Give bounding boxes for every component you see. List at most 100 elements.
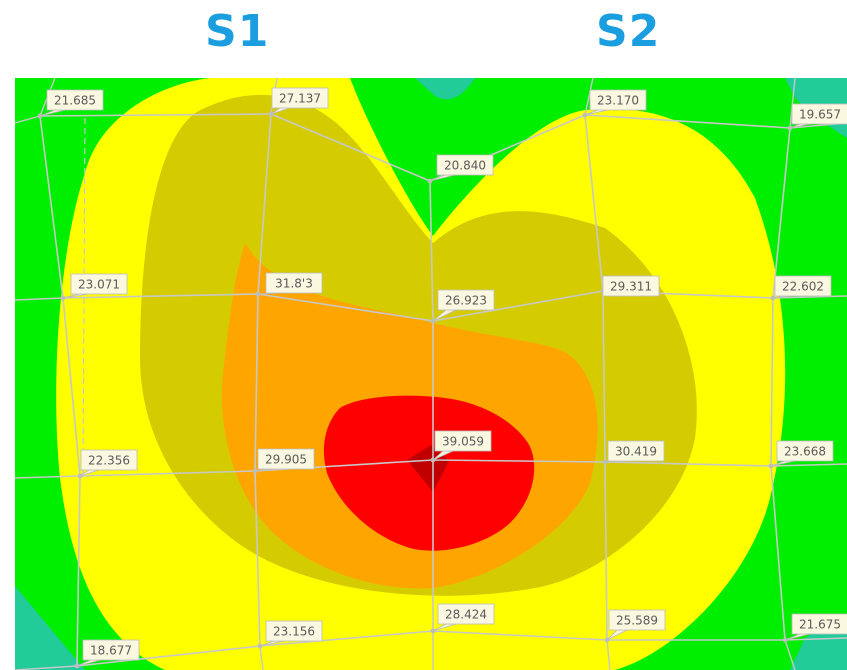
mesh-edge [254, 470, 261, 647]
node-labels: 21.685 27.137 23.170 19.657 20.840 23.071 31.8… [39, 87, 847, 667]
node-value-text: 25.589 [616, 614, 658, 628]
node-label-31-813: 31.8'3 [257, 272, 323, 295]
node-value-text: 29.905 [265, 453, 307, 467]
node-label-box [776, 440, 834, 462]
node-label-box [70, 273, 128, 295]
node-label-box [791, 613, 847, 635]
s1-label: S1 [205, 6, 270, 57]
mesh-edge [432, 290, 604, 322]
node-label-box [608, 609, 666, 631]
node-value-text: 27.137 [279, 92, 321, 106]
node-label-22-356: 22.356 [79, 449, 138, 477]
node-label-box [46, 89, 104, 111]
node-label-box [80, 449, 138, 471]
node-value-text: 22.356 [88, 454, 130, 468]
node-label-22-602: 22.602 [772, 275, 832, 299]
node-value-text: 28.424 [445, 608, 487, 622]
node-value-text: 21.685 [54, 94, 96, 108]
s2-label: S2 [596, 6, 661, 57]
mesh-edge [584, 114, 791, 129]
mesh-edge [76, 475, 81, 667]
mesh-edge [257, 113, 272, 295]
mesh-edge [15, 115, 41, 124]
mesh-edge [770, 463, 847, 467]
mesh-edge [584, 78, 594, 116]
node-label-box [437, 289, 495, 311]
node-label-21-685: 21.685 [39, 89, 104, 117]
mesh-edge [15, 297, 64, 301]
node-label-20-840: 20.840 [429, 154, 494, 182]
node-label-27-137: 27.137 [270, 87, 329, 115]
node-value-text: 29.311 [610, 280, 652, 294]
mesh-edge [770, 465, 786, 641]
node-value-text: 20.840 [444, 159, 486, 173]
node-value-text: 30.419 [615, 445, 657, 459]
node-label-box [589, 89, 647, 111]
node-value-text: 19.657 [799, 108, 841, 122]
node-label-box [271, 87, 329, 109]
mesh-edge [39, 113, 272, 117]
mesh-edge [604, 461, 608, 641]
mesh-edge [79, 470, 256, 477]
contour-bands [15, 78, 847, 670]
node-label-23-156: 23.156 [259, 620, 323, 647]
mesh-grid [15, 78, 847, 670]
mesh-edge [784, 637, 847, 641]
mesh-edge [257, 293, 434, 322]
node-value-text: 26.923 [445, 294, 487, 308]
mesh-edge [432, 630, 608, 641]
node-label-23-668: 23.668 [770, 440, 834, 467]
mesh-edge [76, 645, 261, 667]
node-label-23-071: 23.071 [62, 273, 128, 299]
node-label-box [82, 639, 140, 661]
mesh-edge [789, 78, 796, 129]
node-label-box [257, 448, 315, 470]
node-value-text: 23.156 [273, 625, 315, 639]
node-label-29-311: 29.311 [602, 275, 660, 297]
mesh-edge [606, 639, 611, 670]
node-label-box [607, 440, 665, 462]
mesh-edge [602, 290, 606, 463]
mesh-edge [784, 639, 796, 670]
node-label-19-657: 19.657 [789, 103, 847, 129]
node-label-box [791, 103, 847, 125]
node-label-39-059: 39.059 [432, 430, 492, 461]
node-label-21-675: 21.675 [784, 613, 847, 641]
node-value-text: 23.668 [784, 445, 826, 459]
node-label-18-677: 18.677 [76, 639, 140, 667]
mesh-edge [15, 665, 78, 670]
mesh-edge [15, 475, 81, 479]
mesh-edge [772, 127, 791, 299]
mesh-edge [254, 293, 259, 472]
mesh-edge [259, 645, 264, 670]
node-label-box [434, 430, 492, 452]
node-value-text: 21.675 [799, 618, 841, 632]
mesh-edge [259, 630, 434, 647]
node-label-box [774, 275, 832, 297]
node-value-text: 23.170 [597, 94, 639, 108]
node-label-30-419: 30.419 [604, 440, 665, 463]
mesh-edge [432, 459, 606, 463]
mesh-edge [62, 297, 81, 477]
mesh-edge [429, 180, 434, 322]
node-value-text: 22.602 [782, 280, 824, 294]
node-label-box [265, 620, 323, 642]
node-label-28-424: 28.424 [432, 603, 495, 632]
node-label-box [265, 272, 323, 294]
mesh-edge [604, 461, 772, 467]
node-label-23-170: 23.170 [584, 89, 647, 116]
node-label-29-905: 29.905 [254, 448, 315, 472]
contour-plot: 21.685 27.137 23.170 19.657 20.840 23.071 31.8… [15, 78, 847, 670]
band-teal-bottom-left [15, 586, 85, 670]
mesh-edge [270, 113, 431, 182]
mesh-edge [39, 115, 64, 299]
node-label-box [436, 154, 494, 176]
node-label-25-589: 25.589 [606, 609, 666, 641]
mesh-edge [770, 297, 774, 467]
node-value-text: 18.677 [90, 644, 132, 658]
band-teal-top [415, 78, 475, 100]
node-value-text: 39.059 [442, 435, 484, 449]
mesh-edge [584, 114, 604, 292]
node-value-text: 31.8'3 [275, 277, 313, 291]
mesh-edge [62, 293, 259, 299]
